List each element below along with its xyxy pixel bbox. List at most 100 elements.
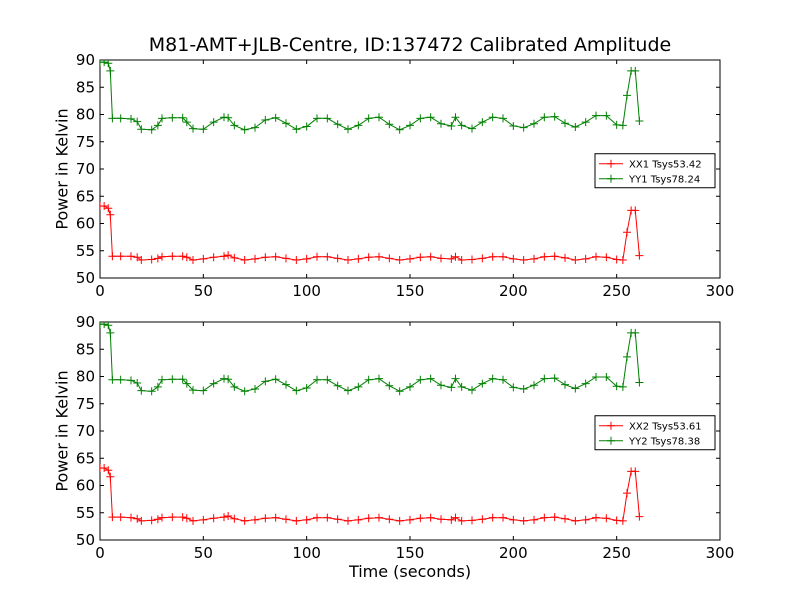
y-tick-label: 90	[76, 51, 95, 69]
data-point	[550, 374, 559, 383]
data-point	[251, 515, 259, 524]
y-tick-label: 65	[76, 449, 95, 467]
data-point	[375, 374, 383, 383]
data-point	[519, 385, 528, 394]
data-point	[364, 114, 373, 123]
data-point	[220, 374, 228, 383]
data-point	[550, 112, 559, 121]
data-point	[592, 111, 600, 120]
data-point	[220, 513, 228, 522]
legend-frame	[594, 415, 716, 451]
data-point	[158, 375, 166, 384]
data-point	[209, 253, 218, 262]
data-point	[137, 125, 146, 134]
data-point	[116, 114, 125, 123]
data-point	[199, 125, 208, 134]
data-point	[313, 114, 321, 123]
data-point	[406, 254, 414, 263]
data-point	[623, 91, 631, 100]
top-legend: XX1 Tsys53.42 YY1 Tsys78.24	[594, 153, 716, 189]
data-point	[282, 380, 290, 389]
data-point	[271, 113, 280, 122]
data-point	[100, 322, 109, 329]
data-point	[199, 254, 208, 263]
data-point	[618, 516, 627, 525]
data-point	[230, 253, 239, 262]
data-point	[302, 383, 311, 392]
data-point	[550, 513, 559, 522]
data-point	[261, 115, 270, 124]
y-tick-label: 75	[76, 395, 95, 413]
data-point	[220, 113, 228, 122]
data-point	[618, 256, 627, 265]
data-point	[116, 513, 125, 522]
data-point	[499, 375, 507, 384]
data-point	[468, 516, 476, 525]
legend-frame	[594, 153, 716, 189]
data-point	[561, 119, 569, 128]
data-point	[468, 386, 476, 395]
data-point	[478, 254, 487, 263]
y-tick-label: 55	[76, 242, 95, 260]
data-point	[182, 379, 191, 388]
data-point	[530, 515, 538, 524]
data-point	[592, 252, 600, 261]
data-point	[426, 513, 435, 522]
data-point	[104, 466, 113, 475]
data-point	[240, 516, 249, 525]
data-point	[499, 252, 507, 261]
data-point	[137, 256, 146, 265]
data-point	[612, 382, 621, 391]
data-point	[592, 513, 600, 522]
data-point	[530, 254, 538, 263]
data-point	[416, 114, 425, 123]
data-point	[406, 121, 414, 130]
bottom-legend: XX2 Tsys53.61 YY2 Tsys78.38	[594, 415, 716, 451]
data-point	[499, 513, 507, 522]
data-point	[426, 113, 435, 122]
legend-marker	[607, 436, 615, 445]
data-point	[519, 256, 528, 265]
data-point	[488, 113, 497, 122]
data-point	[540, 252, 549, 261]
data-point	[406, 382, 414, 391]
data-point	[108, 252, 117, 261]
data-point	[635, 251, 644, 260]
data-point	[230, 514, 239, 523]
data-point	[251, 385, 259, 394]
data-point	[189, 256, 197, 265]
data-point	[209, 379, 218, 388]
x-tick-label: 200	[499, 544, 528, 562]
data-point	[261, 514, 270, 523]
x-tick-label: 0	[95, 544, 105, 562]
data-point	[230, 382, 239, 391]
x-tick-label: 300	[706, 282, 735, 300]
data-point	[592, 373, 600, 382]
data-point	[178, 375, 187, 384]
data-point	[224, 375, 233, 384]
data-point	[631, 328, 640, 337]
data-point	[199, 386, 208, 395]
series-yy2	[100, 322, 644, 396]
data-point	[127, 114, 135, 123]
data-point	[271, 252, 280, 261]
data-point	[302, 122, 311, 131]
data-point	[100, 60, 109, 67]
data-point	[333, 515, 342, 524]
data-point	[168, 375, 177, 384]
y-tick-label: 85	[76, 78, 95, 96]
data-point	[550, 252, 559, 261]
data-point	[189, 124, 197, 133]
data-point	[618, 382, 627, 391]
data-point	[602, 514, 611, 523]
data-point	[106, 328, 115, 337]
data-point	[133, 514, 142, 523]
data-point	[457, 121, 466, 130]
data-point	[395, 387, 404, 396]
data-point	[282, 119, 290, 128]
data-point	[104, 322, 113, 330]
data-point	[385, 381, 394, 390]
data-point	[261, 253, 270, 262]
data-point	[635, 512, 644, 521]
